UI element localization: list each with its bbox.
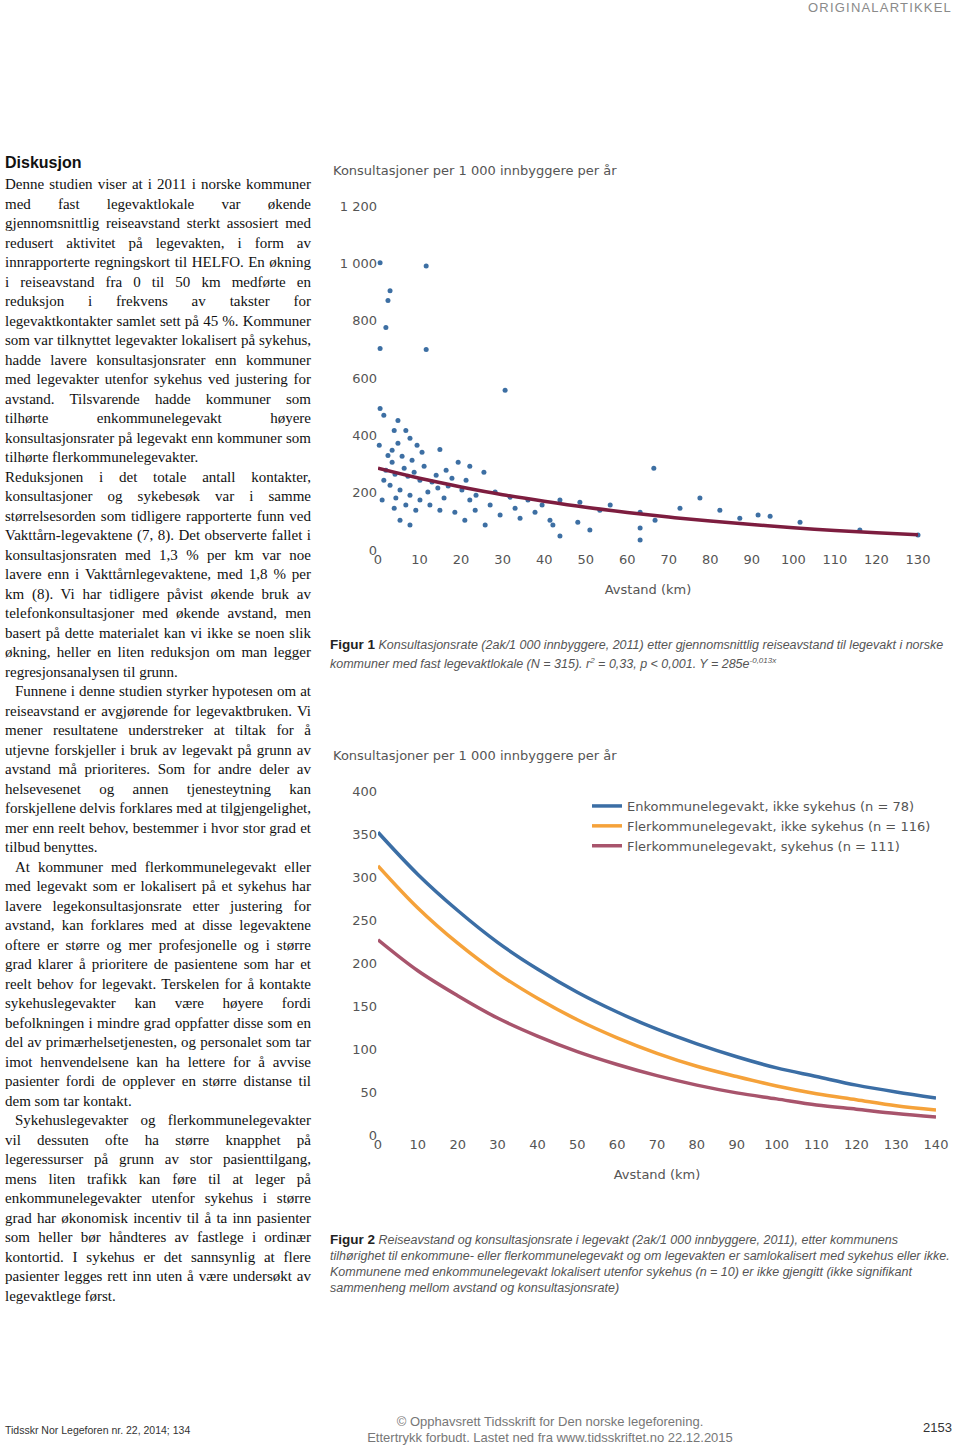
svg-text:200: 200 (352, 485, 377, 500)
html-text:Sykehuslegevakter og flerkommu: Sykehuslegevakter og flerkommunelegevakt… (5, 1112, 311, 1304)
svg-text:0: 0 (374, 552, 382, 567)
html-text:At kommuner med flerkommuneleg: At kommuner med flerkommunelegevakt elle… (5, 858, 311, 1109)
svg-text:400: 400 (352, 428, 377, 443)
svg-text:60: 60 (609, 1137, 626, 1152)
svg-text:1 000: 1 000 (340, 256, 377, 271)
svg-text:50: 50 (577, 552, 594, 567)
html-text:Reduksjonen i det totale antal: Reduksjonen i det totale antall kontakte… (5, 468, 311, 680)
svg-text:130: 130 (884, 1137, 909, 1152)
html-text:2153: 2153 (923, 1420, 952, 1435)
svg-text:50: 50 (360, 1085, 377, 1100)
svg-text:90: 90 (744, 552, 761, 567)
html-text:Konsultasjoner per 1 000 innby: Konsultasjoner per 1 000 innbyggere per … (333, 163, 617, 178)
html-text:Figur 1 Konsultasjonsrate (2ak: Figur 1 Konsultasjonsrate (2ak/1 000 inn… (330, 637, 944, 672)
svg-text:600: 600 (352, 371, 377, 386)
svg-text:30: 30 (494, 552, 511, 567)
html-text:Funnene i denne studien styrke: Funnene i denne studien styrker hypotese… (5, 683, 311, 855)
svg-text:130: 130 (906, 552, 931, 567)
svg-text:140: 140 (924, 1137, 949, 1152)
svg-text:100: 100 (781, 552, 806, 567)
svg-text:Flerkommunelegevakt, ikke syke: Flerkommunelegevakt, ikke sykehus (n = 1… (627, 819, 930, 834)
svg-text:100: 100 (352, 1042, 377, 1057)
svg-text:350: 350 (352, 827, 377, 842)
svg-text:120: 120 (864, 552, 889, 567)
svg-text:110: 110 (823, 552, 848, 567)
svg-text:50: 50 (569, 1137, 586, 1152)
svg-text:120: 120 (844, 1137, 869, 1152)
svg-text:Enkommunelegevakt, ikke sykehu: Enkommunelegevakt, ikke sykehus (n = 78) (627, 799, 914, 814)
svg-text:80: 80 (702, 552, 719, 567)
svg-text:70: 70 (660, 552, 677, 567)
html-text:Tidsskr Nor Legeforen nr. 22,: Tidsskr Nor Legeforen nr. 22, 2014; 134 (5, 1424, 191, 1436)
svg-text:60: 60 (619, 552, 636, 567)
svg-text:20: 20 (453, 552, 470, 567)
html-text:© Opphavsrett Tidsskrift for D: © Opphavsrett Tidsskrift for Den norske … (396, 1414, 704, 1429)
svg-text:100: 100 (764, 1137, 789, 1152)
svg-text:1 200: 1 200 (340, 199, 377, 214)
svg-text:20: 20 (449, 1137, 466, 1152)
svg-text:0: 0 (369, 543, 377, 558)
html-text:Denne studien viser at i 2011: Denne studien viser at i 2011 i norske k… (5, 176, 311, 465)
html-text:Figur 2 Reiseavstand og konsul: Figur 2 Reiseavstand og konsultasjonsrat… (330, 1232, 950, 1295)
svg-text:40: 40 (529, 1137, 546, 1152)
svg-text:Avstand (km): Avstand (km) (614, 1167, 701, 1182)
svg-text:70: 70 (649, 1137, 666, 1152)
svg-text:250: 250 (352, 913, 377, 928)
svg-text:0: 0 (374, 1137, 382, 1152)
svg-text:80: 80 (689, 1137, 706, 1152)
svg-text:10: 10 (410, 1137, 427, 1152)
svg-text:300: 300 (352, 870, 377, 885)
svg-text:40: 40 (536, 552, 553, 567)
svg-text:30: 30 (489, 1137, 506, 1152)
svg-text:800: 800 (352, 313, 377, 328)
svg-text:400: 400 (352, 784, 377, 799)
svg-text:10: 10 (411, 552, 428, 567)
html-text:ORIGINALARTIKKEL: ORIGINALARTIKKEL (808, 0, 952, 15)
svg-text:0: 0 (369, 1128, 377, 1143)
svg-text:Flerkommunelegevakt, sykehus (: Flerkommunelegevakt, sykehus (n = 111) (627, 839, 900, 854)
svg-text:90: 90 (728, 1137, 745, 1152)
svg-text:200: 200 (352, 956, 377, 971)
html-text:Konsultasjoner per 1 000 innby: Konsultasjoner per 1 000 innbyggere per … (333, 748, 617, 763)
html-text:Ettertrykk forbudt. Lastet ned: Ettertrykk forbudt. Lastet ned fra www.t… (367, 1430, 733, 1445)
svg-text:110: 110 (804, 1137, 829, 1152)
svg-text:150: 150 (352, 999, 377, 1014)
svg-text:Avstand (km): Avstand (km) (605, 582, 692, 597)
html-text:Diskusjon: Diskusjon (5, 154, 82, 171)
